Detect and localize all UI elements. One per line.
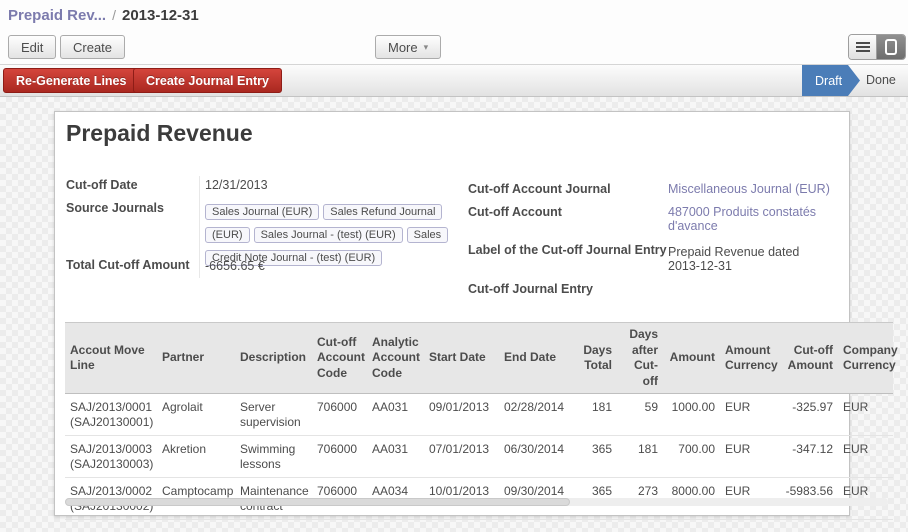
table-cell: 59 [617,394,663,436]
table-cell: 706000 [312,436,367,478]
table-cell: AA031 [367,394,424,436]
table-cell: EUR [720,436,780,478]
column-header[interactable]: Cut-off Account Code [312,323,367,394]
table-cell: SAJ/2013/0001 (SAJ20130001) [65,394,157,436]
chevron-down-icon: ▾ [424,42,429,53]
cutoff-date-value: 12/31/2013 [205,178,268,192]
cutoff-account-journal-link[interactable]: Miscellaneous Journal (EUR) [668,182,840,196]
hscrollbar-thumb[interactable] [65,498,570,506]
edit-button[interactable]: Edit [8,35,56,59]
journal-tag: Sales Journal - (test) (EUR) [254,227,403,243]
field-separator [199,176,200,278]
column-header[interactable]: End Date [499,323,577,394]
table-cell: SAJ/2013/0003 (SAJ20130003) [65,436,157,478]
statusbar: Re-Generate Lines Create Journal Entry D… [0,64,908,97]
table-cell: -325.97 [780,394,838,436]
table-cell: EUR [720,394,780,436]
table-cell: 07/01/2013 [424,436,499,478]
form-icon [885,39,897,55]
table-cell: 02/28/2014 [499,394,577,436]
state-draft-badge: Draft [802,65,860,96]
cutoff-account-label: Cut-off Account [468,205,562,219]
total-cutoff-amount-label: Total Cut-off Amount [66,258,190,272]
table-cell: 181 [577,394,617,436]
source-journals-label: Source Journals [66,201,164,215]
cutoff-lines-table: Accout Move LinePartnerDescriptionCut-of… [65,322,893,520]
table-cell: Server supervision [235,394,312,436]
table-hscrollbar[interactable] [65,498,888,506]
table-cell: 1000.00 [663,394,720,436]
table-cell: AA031 [367,436,424,478]
table-row[interactable]: SAJ/2013/0001 (SAJ20130001)AgrolaitServe… [65,394,893,436]
form-sheet: Prepaid Revenue Cut-off Date 12/31/2013 … [54,111,850,516]
form-view-button[interactable] [877,35,905,59]
table-cell: -347.12 [780,436,838,478]
column-header[interactable]: Description [235,323,312,394]
table-cell: Agrolait [157,394,235,436]
column-header[interactable]: Days Total [577,323,617,394]
table-cell: 700.00 [663,436,720,478]
cutoff-account-link[interactable]: 487000 Produits constatés d'avance [668,205,833,233]
column-header[interactable]: Start Date [424,323,499,394]
column-header[interactable]: Amount [663,323,720,394]
journal-tag: Sales Journal (EUR) [205,204,319,220]
create-journal-entry-button[interactable]: Create Journal Entry [133,68,282,93]
journal-entry-label-label: Label of the Cut-off Journal Entry [468,243,667,257]
table-cell: Swimming lessons [235,436,312,478]
cutoff-account-journal-label: Cut-off Account Journal [468,182,611,196]
column-header[interactable]: Accout Move Line [65,323,157,394]
state-done-label: Done [866,65,896,96]
journal-entry-label-value: Prepaid Revenue dated 2013-12-31 [668,245,828,273]
column-header[interactable]: Company Currency [838,323,893,394]
column-header[interactable]: Days after Cut-off [617,323,663,394]
column-header[interactable]: Analytic Account Code [367,323,424,394]
table-cell: 09/01/2013 [424,394,499,436]
table-cell: Akretion [157,436,235,478]
create-button[interactable]: Create [60,35,125,59]
regenerate-lines-button[interactable]: Re-Generate Lines [3,68,139,93]
cutoff-date-label: Cut-off Date [66,178,138,192]
breadcrumb-current: 2013-12-31 [122,7,199,24]
breadcrumb: Prepaid Rev... / 2013-12-31 [0,0,908,30]
view-switcher [848,34,906,60]
breadcrumb-separator: / [112,7,116,23]
table-cell: EUR [838,394,893,436]
table-cell: 365 [577,436,617,478]
table-cell: 706000 [312,394,367,436]
breadcrumb-parent-link[interactable]: Prepaid Rev... [8,7,106,24]
table-header-row: Accout Move LinePartnerDescriptionCut-of… [65,323,893,394]
page-title: Prepaid Revenue [66,120,253,147]
table-row[interactable]: SAJ/2013/0003 (SAJ20130003)AkretionSwimm… [65,436,893,478]
table-cell: 181 [617,436,663,478]
more-button[interactable]: More ▾ [375,35,441,59]
cutoff-journal-entry-label: Cut-off Journal Entry [468,282,593,296]
list-view-button[interactable] [849,35,877,59]
column-header[interactable]: Partner [157,323,235,394]
total-cutoff-amount-value: -6656.65 € [205,259,265,273]
table-cell: 06/30/2014 [499,436,577,478]
more-button-label: More [388,40,418,55]
column-header[interactable]: Amount Currency [720,323,780,394]
toolbar: Edit Create More ▾ [0,30,908,64]
column-header[interactable]: Cut-off Amount [780,323,838,394]
table-cell: EUR [838,436,893,478]
list-icon [856,42,870,52]
